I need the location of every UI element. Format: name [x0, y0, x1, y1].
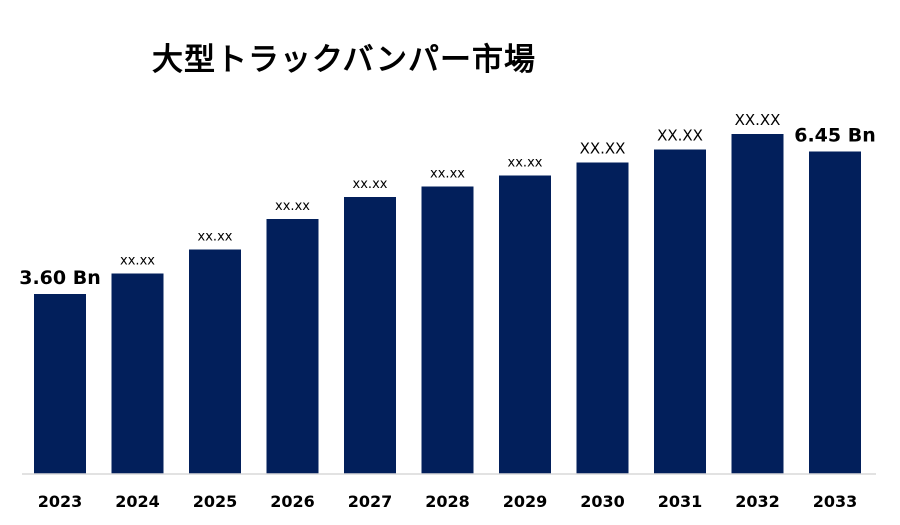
x-tick-label-2025: 2025	[193, 492, 238, 511]
bar-2032	[731, 134, 784, 474]
value-label-2023: 3.60 Bn	[19, 267, 101, 289]
value-label-2029: xx.xx	[508, 156, 543, 171]
bar-2024	[111, 273, 164, 474]
bar-2026	[266, 219, 319, 474]
x-tick-label-2023: 2023	[38, 492, 83, 511]
value-label-2024: xx.xx	[120, 254, 155, 269]
value-label-2033: 6.45 Bn	[794, 125, 876, 147]
bar-2025	[189, 249, 241, 474]
x-tick-label-2030: 2030	[580, 492, 625, 511]
bars-group	[34, 134, 861, 474]
bar-2030	[576, 162, 629, 474]
value-label-2031: XX.XX	[657, 127, 703, 145]
x-tick-label-2028: 2028	[425, 492, 470, 511]
x-tick-label-2033: 2033	[813, 492, 858, 511]
value-label-2027: xx.xx	[353, 177, 388, 192]
bar-2023	[34, 294, 86, 474]
bar-2031	[654, 149, 706, 474]
bar-2028	[421, 186, 474, 474]
x-tick-labels-group: 2023 2024 2025 2026 2027 2028 2029 2030 2031 2032…	[38, 492, 858, 511]
chart-title: 大型トラックバンパー市場	[152, 42, 536, 78]
bar-2027	[344, 197, 396, 474]
x-tick-label-2029: 2029	[503, 492, 548, 511]
value-label-2028: xx.xx	[430, 167, 465, 182]
value-label-2030: XX.XX	[580, 140, 626, 158]
x-tick-label-2024: 2024	[115, 492, 160, 511]
bar-2033	[809, 151, 861, 474]
x-tick-label-2032: 2032	[735, 492, 780, 511]
value-label-2025: xx.xx	[198, 230, 233, 245]
bar-2029	[499, 175, 551, 474]
x-tick-label-2026: 2026	[270, 492, 315, 511]
x-tick-label-2031: 2031	[658, 492, 703, 511]
value-labels-group: 3.60 Bn xx.xx xx.xx xx.xx xx.xx xx.xx xx.xx XX.…	[19, 111, 876, 289]
value-label-2026: xx.xx	[275, 199, 310, 214]
x-tick-label-2027: 2027	[348, 492, 393, 511]
value-label-2032: XX.XX	[735, 111, 781, 129]
